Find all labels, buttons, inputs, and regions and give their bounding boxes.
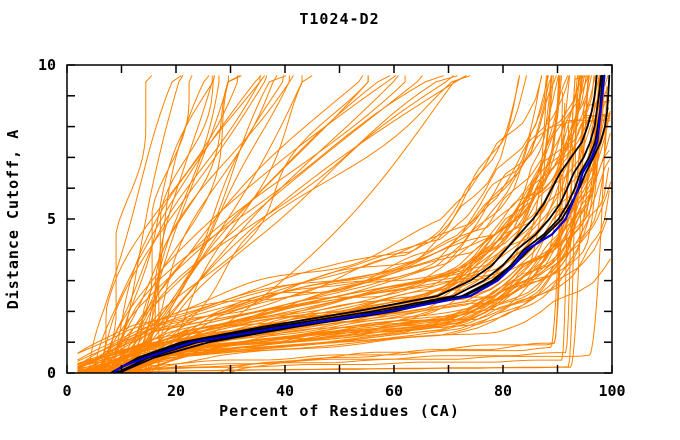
orange-model-curve <box>126 75 399 374</box>
orange-model-curve <box>80 116 610 374</box>
axis-tick-labels: 0 20 40 60 80 100 0 5 10 <box>38 56 626 400</box>
orange-model-curve <box>123 75 600 374</box>
plot-title: T1024-D2 <box>299 10 380 28</box>
orange-model-curve <box>129 75 303 374</box>
y-tick-label-5: 5 <box>47 210 56 228</box>
orange-model-curve <box>115 75 364 374</box>
axis-ticks <box>66 64 613 374</box>
orange-model-curve <box>145 75 369 374</box>
orange-model-curve <box>77 75 580 372</box>
orange-model-curve <box>101 75 238 374</box>
orange-model-curve <box>90 114 564 374</box>
orange-model-curve <box>97 75 590 372</box>
curves-layer <box>77 74 612 374</box>
black-top-model-curve <box>117 74 611 374</box>
orange-model-curve <box>229 91 563 374</box>
orange-model-curve <box>79 75 569 373</box>
orange-model-curve <box>111 124 570 374</box>
orange-model-curve <box>88 75 182 374</box>
orange-model-curve <box>98 75 268 374</box>
x-tick-label-100: 100 <box>598 382 625 400</box>
orange-model-curve <box>77 75 547 362</box>
x-axis-label: Percent of Residues (CA) <box>219 402 460 420</box>
orange-model-curve <box>158 75 213 374</box>
orange-model-curve <box>129 150 610 371</box>
orange-model-curve <box>77 115 611 373</box>
orange-model-curve <box>142 75 467 374</box>
orange-model-curve <box>112 75 406 374</box>
x-tick-label-20: 20 <box>167 382 185 400</box>
orange-model-curve <box>92 75 369 374</box>
orange-model-curve <box>77 75 543 370</box>
orange-model-curve <box>93 75 262 374</box>
orange-model-curve <box>120 75 215 374</box>
y-tick-label-10: 10 <box>38 56 56 74</box>
orange-model-curve <box>144 75 220 374</box>
orange-model-curve <box>93 75 423 374</box>
y-tick-label-0: 0 <box>47 364 56 382</box>
orange-model-curve <box>219 102 566 374</box>
orange-model-curve <box>96 118 608 374</box>
orange-model-curve <box>107 88 577 374</box>
x-tick-label-60: 60 <box>385 382 403 400</box>
x-tick-label-40: 40 <box>276 382 294 400</box>
orange-model-curve <box>106 75 444 374</box>
orange-model-curve <box>118 75 287 374</box>
black-top-model-curve <box>109 74 602 374</box>
orange-model-curve <box>130 75 284 374</box>
orange-model-curve <box>111 75 261 374</box>
orange-model-curve <box>86 75 600 374</box>
orange-model-curve <box>120 75 609 371</box>
black-top-model-curve <box>109 74 598 374</box>
orange-model-curve <box>130 258 611 373</box>
orange-model-curve <box>122 86 608 374</box>
orange-model-curve <box>107 75 184 374</box>
orange-model-curve <box>131 75 210 374</box>
orange-model-curve <box>142 75 454 374</box>
x-tick-label-80: 80 <box>494 382 512 400</box>
orange-model-curve <box>132 75 215 374</box>
orange-model-curve <box>108 75 570 369</box>
orange-model-curve <box>139 181 612 371</box>
orange-model-curve <box>116 144 573 374</box>
x-tick-label-0: 0 <box>62 382 71 400</box>
orange-model-curve <box>125 75 242 374</box>
orange-model-curve <box>111 75 294 374</box>
orange-model-curve <box>150 75 313 374</box>
blue-best-model-curve <box>112 74 606 374</box>
orange-model-curve <box>138 75 278 374</box>
orange-model-curve <box>119 75 458 374</box>
orange-model-curve <box>105 75 152 374</box>
